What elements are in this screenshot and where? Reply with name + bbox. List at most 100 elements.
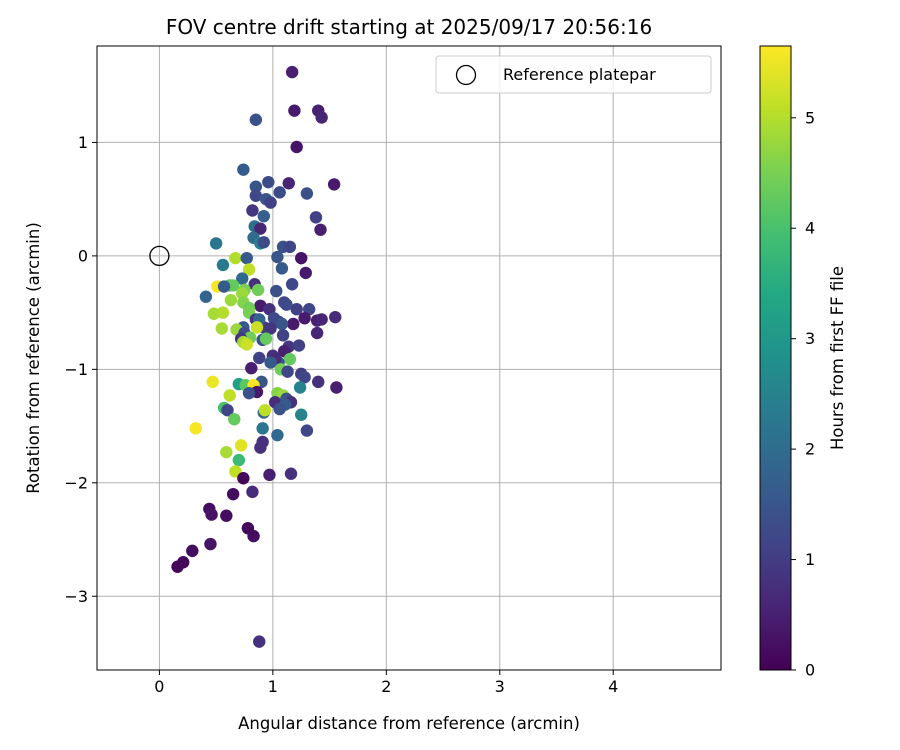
data-point	[216, 306, 230, 319]
data-point	[236, 287, 249, 300]
data-point	[270, 284, 283, 298]
data-point	[327, 178, 341, 191]
legend-label: Reference platepar	[503, 65, 656, 84]
data-point	[288, 104, 301, 117]
data-point	[254, 222, 267, 235]
data-point	[309, 211, 323, 224]
data-point	[253, 351, 266, 365]
colorbar-tick-label: 0	[805, 661, 815, 680]
colorbar-gradient	[759, 45, 792, 671]
grid	[97, 46, 721, 670]
x-tick-label: 1	[268, 677, 278, 696]
data-point	[216, 258, 230, 272]
data-point	[249, 180, 263, 193]
data-point	[314, 223, 327, 236]
colorbar: 0 1 2 3 4 5 Hours from first FF file	[759, 45, 847, 680]
data-point	[290, 140, 303, 154]
data-point	[275, 317, 289, 331]
data-point	[280, 298, 293, 311]
data-point	[293, 381, 307, 394]
data-point	[259, 332, 273, 345]
data-point	[299, 266, 312, 280]
colorbar-label: Hours from first FF file	[828, 266, 847, 450]
y-tick-label: −1	[64, 360, 88, 379]
x-tick-label: 2	[381, 677, 391, 696]
x-tick-label: 4	[608, 677, 618, 696]
data-point	[257, 236, 270, 249]
colorbar-tick-label: 2	[805, 440, 815, 459]
data-point	[242, 263, 256, 276]
colorbar-tick-label: 4	[805, 219, 815, 238]
plot-frame	[96, 45, 722, 671]
data-point	[251, 283, 265, 297]
data-point	[263, 468, 276, 482]
data-point	[242, 386, 256, 400]
x-axis-ticks: 0 1 2 3 4	[154, 670, 618, 696]
data-point	[240, 338, 253, 351]
data-point	[258, 403, 272, 417]
data-point	[257, 209, 270, 223]
colorbar-tick-label: 3	[805, 329, 815, 348]
data-point	[217, 280, 231, 293]
y-axis-label: Rotation from reference (arcmin)	[24, 222, 43, 494]
data-point	[264, 196, 277, 209]
data-point	[315, 111, 328, 124]
data-point	[271, 428, 284, 442]
data-point	[229, 251, 242, 265]
data-point	[224, 293, 238, 307]
data-point	[240, 251, 253, 265]
data-point	[292, 339, 306, 352]
colorbar-tick-label: 5	[805, 108, 815, 127]
data-point	[228, 413, 241, 426]
data-point	[281, 365, 294, 378]
data-point	[245, 362, 258, 375]
data-point	[300, 424, 314, 437]
data-point	[221, 403, 234, 417]
colorbar-ticks: 0 1 2 3 4 5	[791, 108, 815, 680]
data-point	[283, 240, 297, 254]
data-point	[254, 441, 267, 454]
reference-platepar-marker	[149, 245, 170, 267]
data-point	[290, 303, 303, 316]
data-point	[209, 237, 223, 250]
legend-box	[435, 55, 712, 94]
y-tick-label: 1	[78, 133, 88, 152]
data-point	[223, 389, 236, 402]
data-point	[329, 310, 342, 324]
data-point	[271, 250, 284, 264]
data-point	[298, 371, 311, 384]
data-point	[250, 321, 264, 334]
data-point	[220, 445, 233, 459]
data-point	[295, 251, 308, 265]
data-point	[295, 408, 308, 421]
legend-marker-icon	[455, 64, 477, 86]
y-tick-label: −3	[64, 587, 88, 606]
y-tick-label: 0	[78, 246, 88, 265]
data-point	[300, 187, 314, 200]
x-tick-label: 3	[495, 677, 505, 696]
data-point	[284, 467, 298, 480]
data-point	[315, 313, 328, 326]
data-point	[249, 189, 263, 202]
data-point	[246, 204, 259, 217]
y-tick-label: −2	[64, 473, 88, 492]
data-point	[275, 262, 289, 275]
data-point	[189, 422, 202, 435]
data-point	[256, 422, 269, 435]
data-point	[246, 485, 259, 499]
data-point	[199, 290, 213, 303]
data-point	[285, 278, 299, 291]
data-point	[226, 279, 240, 292]
data-point	[330, 381, 343, 394]
data-point	[220, 509, 233, 522]
data-point	[247, 529, 260, 543]
data-point	[206, 375, 219, 389]
data-point	[285, 65, 299, 79]
data-point	[215, 322, 228, 335]
x-tick-label: 0	[154, 677, 164, 696]
legend: Reference platepar	[435, 55, 712, 94]
data-point	[264, 322, 277, 335]
data-point	[312, 375, 325, 389]
colorbar-tick-label: 1	[805, 550, 815, 569]
